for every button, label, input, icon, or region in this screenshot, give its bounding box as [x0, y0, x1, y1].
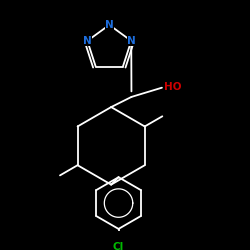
- Text: N: N: [127, 36, 136, 46]
- Text: Cl: Cl: [113, 242, 124, 250]
- Text: N: N: [105, 20, 114, 30]
- Text: N: N: [83, 36, 92, 46]
- Text: HO: HO: [164, 82, 181, 92]
